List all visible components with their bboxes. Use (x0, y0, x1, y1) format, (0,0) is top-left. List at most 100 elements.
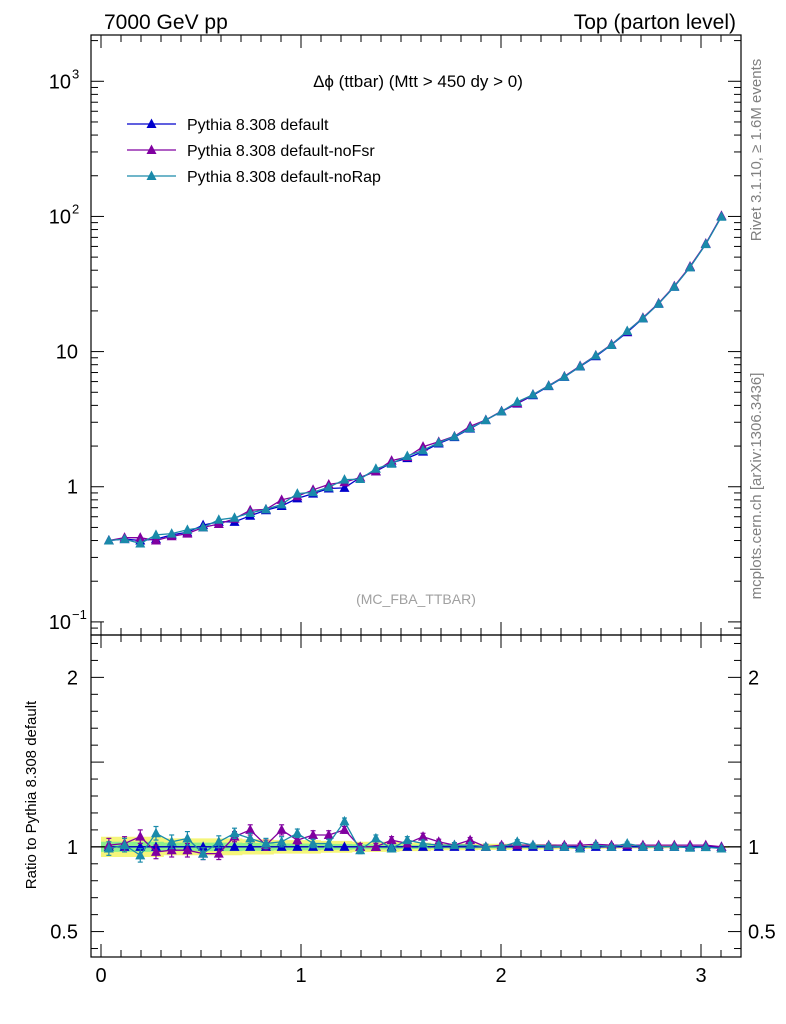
main-ytick-label: 10 (49, 612, 71, 634)
ratio-point-1-7 (213, 848, 224, 858)
data-point-2-26 (512, 396, 523, 406)
legend-entry-norap: Pythia 8.308 default-noRap (127, 169, 381, 186)
data-point-2-34 (637, 312, 648, 323)
data-point-2-12 (292, 488, 303, 498)
data-point-2-3 (150, 529, 161, 539)
data-point-2-7 (213, 514, 224, 524)
ratio-point-2-28 (543, 840, 554, 850)
ratio-point-2-32 (606, 841, 617, 851)
ratio-point-2-29 (559, 841, 570, 851)
ratio-point-2-2 (135, 849, 146, 860)
ratio-ytick-label-right: 1 (748, 837, 759, 859)
data-point-2-35 (653, 298, 664, 308)
ratio-point-2-4 (166, 836, 177, 846)
ratio-ytick-label: 0.5 (50, 922, 78, 944)
xtick-label: 3 (695, 965, 706, 987)
ratio-point-2-25 (496, 841, 507, 851)
data-point-2-14 (323, 481, 334, 492)
rivet-label: Rivet 3.1.10, ≥ 1.6M events (748, 59, 765, 242)
ratio-point-2-34 (637, 841, 648, 851)
ratio-point-2-37 (685, 842, 696, 852)
data-point-2-16 (355, 473, 366, 484)
ratio-point-2-3 (150, 827, 161, 838)
ratio-point-1-14 (323, 829, 334, 839)
ratio-point-2-14 (323, 837, 334, 848)
data-point-2-11 (276, 498, 287, 509)
ratio-point-2-23 (465, 839, 476, 850)
ratio-point-2-36 (669, 841, 680, 851)
data-point-2-19 (402, 450, 413, 460)
data-point-2-22 (449, 431, 460, 441)
watermark: (MC_FBA_TTBAR) (356, 591, 476, 607)
ratio-point-2-0 (103, 843, 114, 853)
main-ytick-label: 10 (56, 342, 78, 364)
ratio-point-1-9 (245, 824, 256, 834)
data-point-2-39 (716, 211, 727, 221)
legend-entry-default: Pythia 8.308 default (127, 117, 329, 134)
ratio-point-2-17 (370, 832, 381, 843)
ratio-ytick-label: 2 (67, 667, 78, 689)
ratio-point-1-18 (386, 834, 397, 845)
main-ytick-exp: 3 (72, 66, 79, 81)
main-panel (103, 210, 727, 548)
ratio-point-2-24 (480, 841, 491, 851)
legend: Pythia 8.308 default Pythia 8.308 defaul… (127, 117, 381, 186)
ratio-point-1-15 (339, 824, 350, 834)
legend-marker-nofsr (146, 144, 157, 154)
ratio-point-1-11 (276, 824, 287, 834)
data-point-2-37 (685, 261, 696, 272)
data-point-2-33 (622, 325, 633, 336)
legend-label-default: Pythia 8.308 default (187, 117, 329, 134)
xtick-label: 0 (95, 965, 106, 987)
data-point-2-28 (543, 380, 554, 390)
ratio-point-0-12 (292, 841, 303, 851)
data-point-2-32 (606, 339, 617, 349)
data-point-2-6 (198, 521, 209, 532)
data-point-2-25 (496, 405, 507, 416)
ratio-ytick-label-right: 2 (748, 667, 759, 689)
ratio-point-2-13 (308, 837, 319, 848)
ratio-point-2-22 (449, 839, 460, 850)
ratio-point-2-31 (590, 839, 601, 850)
data-point-2-1 (119, 533, 130, 544)
data-point-1-2 (135, 532, 146, 542)
ratio-point-2-10 (260, 837, 271, 848)
ratio-point-0-6 (198, 841, 209, 851)
ratio-point-2-15 (339, 815, 350, 826)
ratio-panel (91, 815, 741, 863)
data-point-2-17 (370, 463, 381, 473)
ratio-point-2-19 (402, 834, 413, 845)
ratio-ytick-label-right: 0.5 (748, 922, 776, 944)
ratio-point-2-38 (700, 841, 711, 852)
data-point-2-23 (465, 422, 476, 433)
main-ytick-label: 1 (67, 477, 78, 499)
data-point-2-8 (229, 512, 240, 522)
ratio-point-2-7 (213, 836, 224, 846)
data-point-2-27 (527, 389, 538, 399)
legend-entry-nofsr: Pythia 8.308 default-noFsr (127, 143, 375, 160)
data-point-2-36 (669, 281, 680, 291)
ratio-point-1-12 (292, 834, 303, 845)
data-point-2-2 (135, 538, 146, 548)
ratio-line-2 (108, 820, 722, 857)
ratio-point-1-13 (308, 829, 319, 839)
data-point-2-9 (245, 507, 256, 517)
ratio-point-1-4 (166, 844, 177, 855)
legend-marker-default (146, 118, 157, 128)
ratio-point-1-5 (182, 844, 193, 855)
legend-marker-norap (146, 170, 157, 180)
data-point-2-21 (433, 437, 444, 447)
ratio-ylabel: Ratio to Pythia 8.308 default (23, 700, 40, 889)
ratio-point-0-8 (229, 841, 240, 851)
ratio-point-1-17 (370, 841, 381, 851)
ratio-point-2-35 (653, 841, 664, 851)
data-point-2-20 (418, 444, 429, 455)
ratio-point-2-33 (622, 837, 633, 848)
data-point-0-15 (339, 482, 350, 492)
ratio-point-2-16 (355, 844, 366, 855)
xtick-label: 2 (495, 965, 506, 987)
data-point-2-31 (590, 350, 601, 360)
ratio-point-2-39 (716, 843, 727, 853)
legend-label-norap: Pythia 8.308 default-noRap (187, 169, 381, 186)
